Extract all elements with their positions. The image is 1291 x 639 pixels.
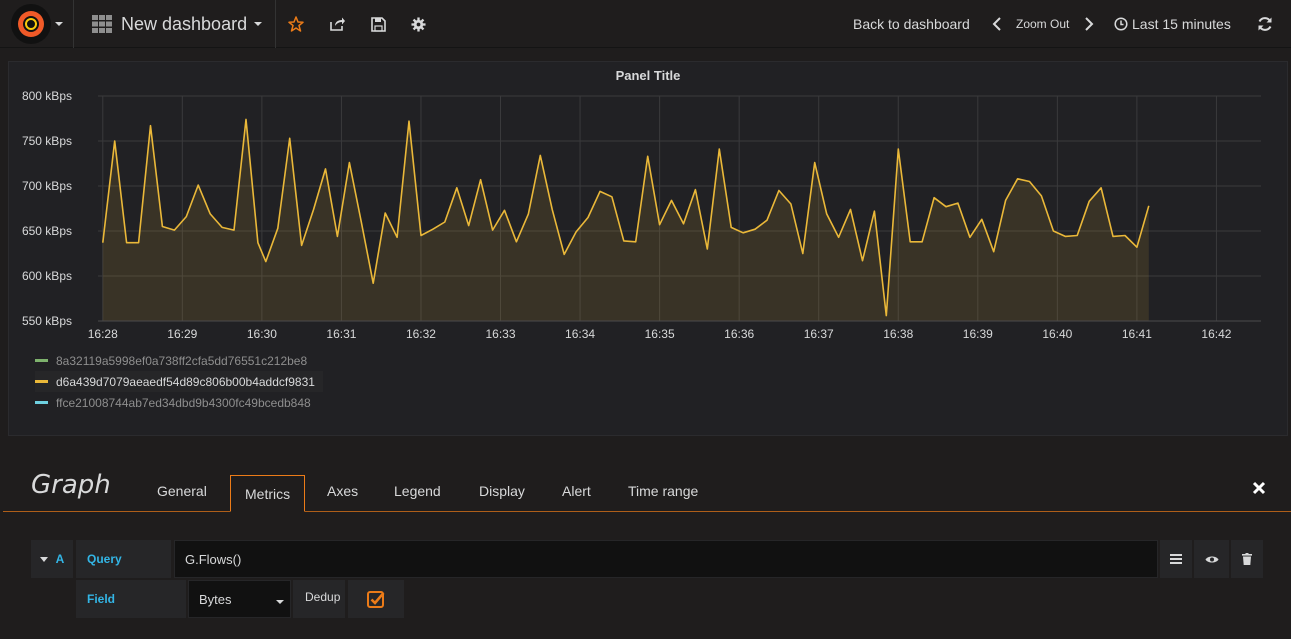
x-tick-label: 16:38 — [883, 327, 913, 341]
x-tick-label: 16:32 — [406, 327, 436, 341]
legend-swatch-icon — [35, 380, 48, 383]
field-label: Field — [87, 592, 116, 606]
dashboard-picker[interactable]: New dashboard — [74, 0, 276, 48]
back-to-dashboard-link[interactable]: Back to dashboard — [853, 16, 970, 32]
dedup-label: Dedup — [305, 590, 341, 604]
series-line — [102, 118, 1150, 317]
query-input[interactable]: G.Flows() — [174, 540, 1158, 578]
top-navbar: New dashboard Back to dashboard Zoom Out… — [0, 0, 1291, 48]
zoom-out-button[interactable]: Zoom Out — [1016, 17, 1070, 31]
tab-time-range[interactable]: Time range — [628, 483, 699, 499]
editor-title: Graph — [31, 470, 111, 500]
x-tick-label: 16:36 — [724, 327, 754, 341]
dashboard-title[interactable]: New dashboard — [121, 13, 248, 34]
legend-item[interactable]: ffce21008744ab7ed34dbd9b4300fc49bcedb848 — [35, 392, 323, 413]
tab-general[interactable]: General — [157, 483, 207, 499]
menu-caret-icon — [55, 22, 63, 26]
query-label: Query — [87, 552, 122, 566]
grafana-logo-icon[interactable] — [11, 4, 51, 44]
hamburger-icon — [1170, 554, 1182, 564]
trash-icon — [1242, 553, 1252, 565]
panel-title[interactable]: Panel Title — [615, 68, 681, 83]
dedup-label-box: Dedup — [293, 580, 345, 618]
legend-swatch-icon — [35, 401, 48, 404]
tab-metrics[interactable]: Metrics — [230, 475, 306, 512]
x-tick-label: 16:40 — [1042, 327, 1072, 341]
field-label-box: Field — [76, 580, 186, 618]
delete-query-button[interactable] — [1231, 540, 1263, 578]
x-tick-label: 16:41 — [1122, 327, 1152, 341]
legend-series-name[interactable]: 8a32119a5998ef0a738ff2cfa5dd76551c212be8 — [56, 353, 308, 368]
graph-chart[interactable]: 550 kBps 600 kBps 650 kBps 700 kBps 750 kBps… — [9, 62, 1289, 342]
settings-gear-icon[interactable] — [407, 13, 429, 35]
field-select-value: Bytes — [199, 591, 232, 607]
tab-axes[interactable]: Axes — [327, 483, 359, 499]
x-tick-label: 16:33 — [486, 327, 516, 341]
x-tick-label: 16:28 — [88, 327, 118, 341]
legend-series-name[interactable]: d6a439d7079aeaedf54d89c806b00b4addcf9831 — [56, 374, 315, 389]
legend-swatch-icon — [35, 359, 48, 362]
series-area — [102, 119, 1149, 322]
time-range-picker[interactable]: Last 15 minutes — [1132, 16, 1231, 32]
refresh-icon[interactable] — [1254, 13, 1276, 35]
dashboard-caret-icon — [254, 22, 263, 26]
x-tick-label: 16:35 — [645, 327, 675, 341]
y-tick-label: 600 kBps — [22, 269, 72, 283]
share-icon[interactable] — [326, 13, 348, 35]
panel-editor: Graph General Metrics Axes Legend Displa… — [3, 460, 1291, 639]
x-tick-label: 16:42 — [1201, 327, 1231, 341]
legend-item[interactable]: d6a439d7079aeaedf54d89c806b00b4addcf9831 — [35, 371, 323, 392]
x-tick-label: 16:30 — [247, 327, 277, 341]
y-tick-label: 750 kBps — [22, 134, 72, 148]
grafana-menu[interactable] — [0, 0, 74, 48]
close-editor-icon[interactable] — [1252, 481, 1266, 495]
y-tick-label: 550 kBps — [22, 314, 72, 328]
x-tick-label: 16:31 — [326, 327, 356, 341]
y-tick-label: 650 kBps — [22, 224, 72, 238]
clock-icon — [1110, 13, 1132, 35]
y-tick-label: 700 kBps — [22, 179, 72, 193]
time-forward-chevron-right-icon[interactable] — [1078, 13, 1100, 35]
select-caret-icon — [276, 600, 284, 604]
x-tick-label: 16:39 — [963, 327, 993, 341]
query-ref-id: A — [55, 552, 65, 566]
caret-down-icon — [39, 556, 48, 562]
legend: 8a32119a5998ef0a738ff2cfa5dd76551c212be8… — [35, 350, 323, 413]
query-label-box: Query — [76, 540, 171, 578]
x-tick-label: 16:34 — [565, 327, 595, 341]
eye-icon — [1205, 556, 1218, 562]
field-select[interactable]: Bytes — [188, 580, 291, 618]
query-collapse-toggle[interactable]: A — [31, 540, 73, 578]
save-icon[interactable] — [367, 13, 389, 35]
x-tick-label: 16:37 — [804, 327, 834, 341]
tabs-divider — [3, 511, 1291, 512]
dedup-checkbox-checked-icon[interactable] — [367, 590, 385, 608]
dashboard-grid-icon — [92, 15, 112, 33]
y-tick-label: 800 kBps — [22, 89, 72, 103]
legend-series-name[interactable]: ffce21008744ab7ed34dbd9b4300fc49bcedb848 — [56, 395, 311, 410]
tab-legend[interactable]: Legend — [394, 483, 441, 499]
tab-display[interactable]: Display — [479, 483, 525, 499]
graph-panel[interactable]: Panel Title 550 kBps 600 kBps 650 kBps 700 … — [8, 61, 1288, 436]
x-tick-label: 16:29 — [167, 327, 197, 341]
legend-item[interactable]: 8a32119a5998ef0a738ff2cfa5dd76551c212be8 — [35, 350, 323, 371]
star-icon[interactable] — [285, 13, 307, 35]
tab-alert[interactable]: Alert — [562, 483, 591, 499]
dedup-checkbox-box[interactable] — [348, 580, 404, 618]
toggle-query-visibility-button[interactable] — [1194, 540, 1229, 578]
query-menu-button[interactable] — [1160, 540, 1192, 578]
time-back-chevron-left-icon[interactable] — [986, 13, 1008, 35]
